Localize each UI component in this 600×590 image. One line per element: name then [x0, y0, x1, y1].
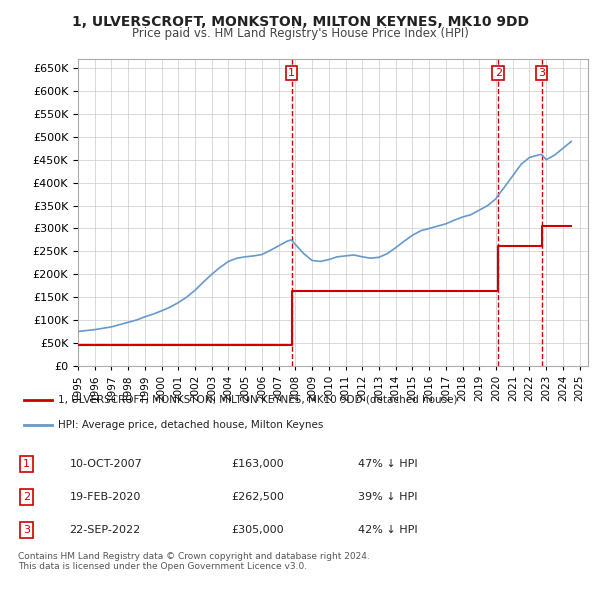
Text: 2: 2 — [494, 68, 502, 78]
Text: £262,500: £262,500 — [231, 492, 284, 502]
Text: 1, ULVERSCROFT, MONKSTON, MILTON KEYNES, MK10 9DD: 1, ULVERSCROFT, MONKSTON, MILTON KEYNES,… — [71, 15, 529, 29]
Text: HPI: Average price, detached house, Milton Keynes: HPI: Average price, detached house, Milt… — [58, 419, 323, 430]
Text: £305,000: £305,000 — [231, 525, 284, 535]
Text: Price paid vs. HM Land Registry's House Price Index (HPI): Price paid vs. HM Land Registry's House … — [131, 27, 469, 40]
Text: 19-FEB-2020: 19-FEB-2020 — [70, 492, 141, 502]
Text: 22-SEP-2022: 22-SEP-2022 — [70, 525, 141, 535]
Text: 1, ULVERSCROFT, MONKSTON, MILTON KEYNES, MK10 9DD (detached house): 1, ULVERSCROFT, MONKSTON, MILTON KEYNES,… — [58, 395, 458, 405]
Text: 42% ↓ HPI: 42% ↓ HPI — [358, 525, 417, 535]
Text: 10-OCT-2007: 10-OCT-2007 — [70, 459, 142, 469]
Text: 1: 1 — [23, 459, 30, 469]
Text: 3: 3 — [23, 525, 30, 535]
Text: Contains HM Land Registry data © Crown copyright and database right 2024.
This d: Contains HM Land Registry data © Crown c… — [18, 552, 370, 571]
Text: 1: 1 — [288, 68, 295, 78]
Text: 47% ↓ HPI: 47% ↓ HPI — [358, 459, 417, 469]
Text: £163,000: £163,000 — [231, 459, 284, 469]
Text: 3: 3 — [538, 68, 545, 78]
Text: 39% ↓ HPI: 39% ↓ HPI — [358, 492, 417, 502]
Text: 2: 2 — [23, 492, 30, 502]
